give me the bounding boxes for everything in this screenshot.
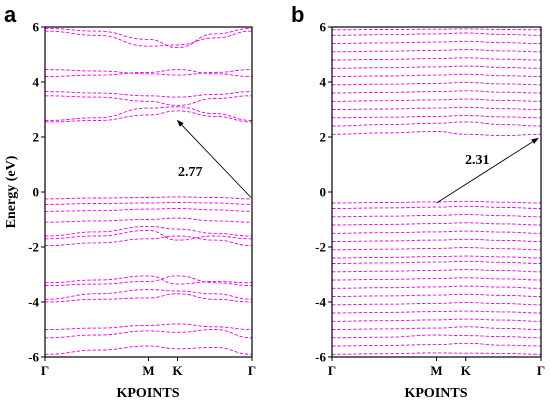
panel-a-band-8 bbox=[44, 230, 253, 241]
panel-b-band-2 bbox=[331, 334, 542, 339]
panel-b-band-28 bbox=[331, 65, 542, 69]
panel-b-band-12 bbox=[331, 255, 542, 259]
panel-b-band-30 bbox=[331, 49, 542, 53]
panel-b-band-1 bbox=[331, 342, 542, 347]
panel-b-band-11 bbox=[331, 260, 542, 264]
panel-a-y-tick-label: 2 bbox=[33, 130, 40, 145]
panel-a-y-tick-label: 0 bbox=[33, 185, 40, 200]
panel-a-bands bbox=[44, 27, 253, 355]
panel-b-y-tick-label: 2 bbox=[320, 130, 327, 145]
panel-a-band-3 bbox=[44, 293, 253, 303]
panel-b-band-31 bbox=[331, 40, 542, 44]
panel-b-y-tick-label: 0 bbox=[320, 185, 327, 200]
panel-a-y-tick-label: -2 bbox=[28, 240, 39, 255]
panel-b-bands bbox=[331, 28, 542, 355]
panel-a: a -6 -4 -2 0 2 4 6 Γ M K Γ Energy (eV) KPOINTS 2.… bbox=[4, 2, 256, 401]
panel-b-band-24 bbox=[331, 98, 542, 102]
panel-b-y-tick-label: -2 bbox=[315, 240, 326, 255]
panel-b-x-tick-label: K bbox=[461, 363, 472, 378]
panel-a-band-14 bbox=[44, 110, 253, 123]
panel-b-band-27 bbox=[331, 73, 542, 77]
panel-a-band-11 bbox=[44, 208, 253, 212]
panel-a-y-tick-label: 4 bbox=[33, 75, 40, 90]
panel-b-y-tick-label: -4 bbox=[315, 295, 326, 310]
panel-b-band-9 bbox=[331, 277, 542, 281]
panel-a-frame bbox=[44, 26, 253, 358]
panel-a-y-tick-label: 6 bbox=[33, 20, 40, 35]
panel-a-band-5 bbox=[44, 275, 253, 286]
panel-b-band-3 bbox=[331, 326, 542, 330]
panel-b-band-17 bbox=[331, 214, 542, 218]
panel-b-band-0 bbox=[331, 352, 542, 355]
panel-b-band-19 bbox=[331, 200, 542, 204]
panel-b-band-18 bbox=[331, 205, 542, 209]
panel-b-x-tick-label: Γ bbox=[537, 363, 545, 378]
panel-b-y-ticks: -6 -4 -2 0 2 4 6 bbox=[315, 20, 332, 365]
panel-a-y-tick-label: -4 bbox=[28, 295, 39, 310]
panel-b-band-15 bbox=[331, 230, 542, 234]
panel-b-band-25 bbox=[331, 90, 542, 94]
panel-a-band-6 bbox=[44, 275, 253, 285]
panel-b-band-14 bbox=[331, 238, 542, 242]
panel-a-band-2 bbox=[44, 323, 253, 330]
panel-a-band-17 bbox=[44, 91, 253, 98]
panel-b-band-16 bbox=[331, 222, 542, 226]
panel-a-band-4 bbox=[44, 289, 253, 300]
panel-b-frame bbox=[331, 26, 542, 358]
panel-a-band-20 bbox=[44, 30, 253, 47]
panel-b-band-13 bbox=[331, 247, 542, 251]
panel-b-band-29 bbox=[331, 57, 542, 61]
panel-b-y-tick-label: 4 bbox=[320, 75, 327, 90]
panel-b-band-5 bbox=[331, 310, 542, 314]
panel-a-band-19 bbox=[44, 69, 253, 76]
panel-b-y-tick-label: 6 bbox=[320, 20, 327, 35]
panel-b-band-4 bbox=[331, 318, 542, 322]
panel-b-x-tick-label: Γ bbox=[328, 363, 336, 378]
panel-b-x-axis-title: KPOINTS bbox=[404, 386, 467, 401]
panel-b-gap-arrow bbox=[436, 137, 539, 204]
panel-b-band-22 bbox=[331, 115, 542, 119]
panel-b-band-6 bbox=[331, 302, 542, 306]
panel-b-band-26 bbox=[331, 82, 542, 86]
panel-a-y-tick-label: -6 bbox=[28, 350, 39, 365]
panel-b-band-32 bbox=[331, 32, 542, 36]
panel-b-band-23 bbox=[331, 106, 542, 110]
panel-a-label: a bbox=[4, 2, 17, 27]
panel-a-x-tick-label: Γ bbox=[248, 363, 256, 378]
panel-a-gap-arrow bbox=[176, 119, 252, 198]
panel-a-x-axis-title: KPOINTS bbox=[116, 386, 179, 401]
panel-a-band-13 bbox=[44, 196, 253, 200]
panel-b-band-21 bbox=[331, 121, 542, 127]
panel-b-band-33 bbox=[331, 28, 542, 31]
panel-a-band-18 bbox=[44, 69, 253, 77]
panel-b-y-tick-label: -6 bbox=[315, 350, 326, 365]
panel-a-y-axis-title: Energy (eV) bbox=[4, 155, 19, 228]
panel-a-x-tick-label: K bbox=[172, 363, 183, 378]
panel-a-band-12 bbox=[44, 202, 253, 205]
panel-b-band-10 bbox=[331, 269, 542, 273]
panel-b-band-20 bbox=[331, 131, 542, 137]
panel-a-band-10 bbox=[44, 217, 253, 223]
panel-b-band-7 bbox=[331, 293, 542, 297]
panel-a-x-tick-label: Γ bbox=[41, 363, 49, 378]
panel-a-band-9 bbox=[44, 225, 253, 237]
panel-a-band-16 bbox=[44, 95, 253, 106]
panel-a-band-0 bbox=[44, 345, 253, 355]
panel-b-band-8 bbox=[331, 285, 542, 289]
panel-a-x-tick-label: M bbox=[142, 363, 154, 378]
panel-b-x-tick-label: M bbox=[430, 363, 442, 378]
panel-a-band-21 bbox=[44, 27, 253, 49]
panel-a-band-1 bbox=[44, 329, 253, 339]
panel-a-band-15 bbox=[44, 106, 253, 121]
panel-b-gap-label: 2.31 bbox=[465, 153, 490, 168]
panel-a-gap-label: 2.77 bbox=[178, 165, 203, 180]
panel-b-label: b bbox=[291, 2, 304, 27]
panel-a-y-ticks: -6 -4 -2 0 2 4 6 bbox=[28, 20, 45, 365]
panel-b: b -6 -4 -2 0 2 4 6 Γ M K Γ KPOINTS 2.31 bbox=[291, 2, 545, 401]
panel-a-band-7 bbox=[44, 235, 253, 247]
